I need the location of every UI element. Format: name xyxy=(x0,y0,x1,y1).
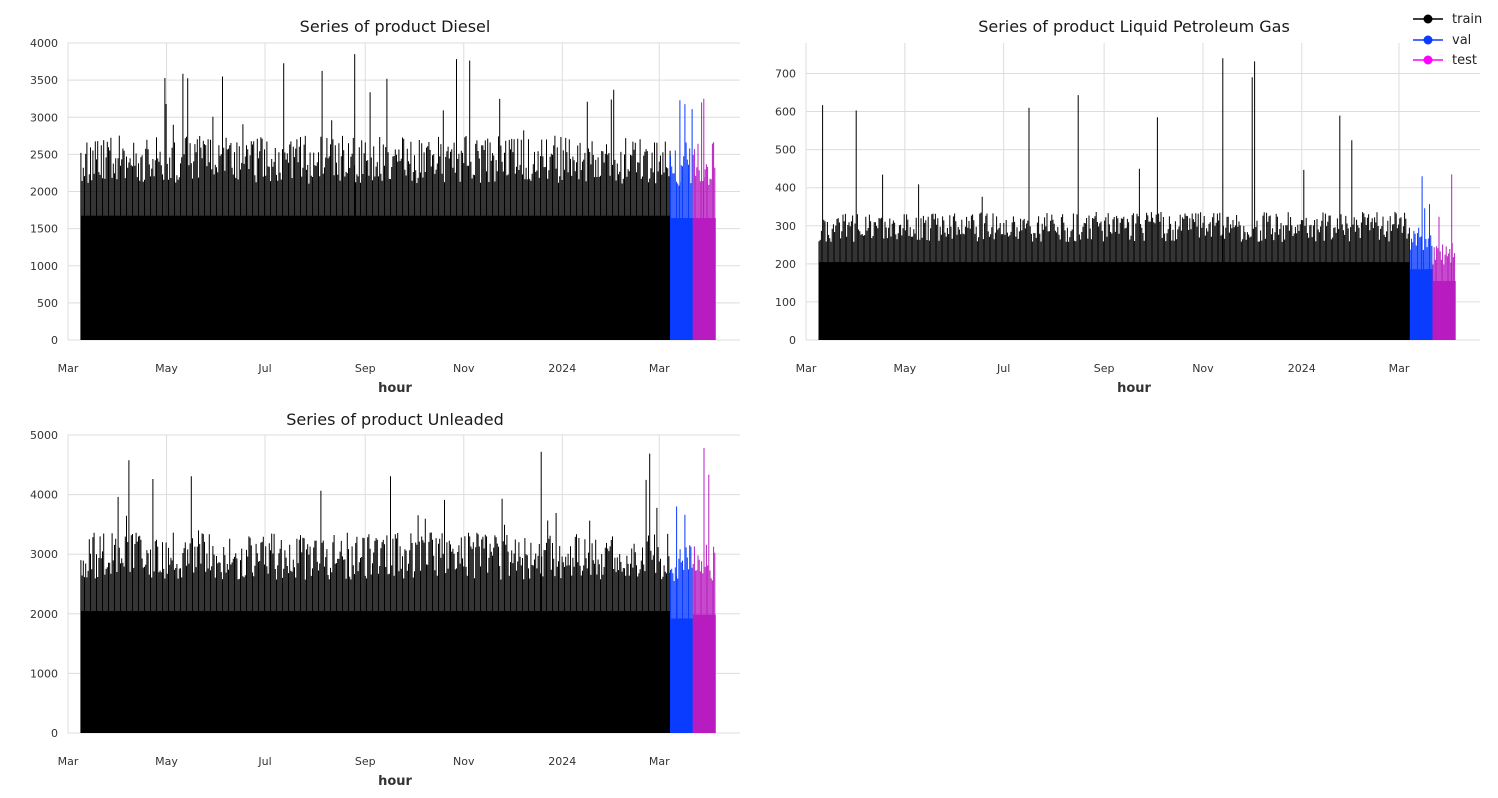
series-line-test xyxy=(692,448,716,733)
y-tick-label: 1500 xyxy=(30,223,58,236)
series-line-val xyxy=(670,100,693,340)
y-tick-label: 4000 xyxy=(30,489,58,502)
x-tick-label: May xyxy=(893,362,916,375)
x-axis-label-lpg: hour xyxy=(1117,381,1151,396)
series-line-val xyxy=(1409,176,1433,340)
chart-panel-2: 0 1000 2000 3000 4000 5000 Mar May Jul Sep Nov 2024… xyxy=(30,429,740,768)
y-tick-label: 3500 xyxy=(30,74,58,87)
x-tick-label: Mar xyxy=(1389,362,1410,375)
x-tick-label: 2024 xyxy=(1288,362,1316,375)
y-tick-label: 0 xyxy=(51,334,58,347)
y-tick-label: 600 xyxy=(775,106,796,119)
x-tick-label: Sep xyxy=(1094,362,1115,375)
y-tick-label: 2500 xyxy=(30,148,58,161)
y-tick-label: 3000 xyxy=(30,111,58,124)
legend-label-val: val xyxy=(1452,33,1471,48)
x-tick-label: Nov xyxy=(453,755,475,768)
legend-label-train: train xyxy=(1452,12,1482,27)
x-tick-label: Mar xyxy=(58,755,79,768)
y-tick-label: 1000 xyxy=(30,260,58,273)
x-tick-label: Jul xyxy=(996,362,1010,375)
y-tick-label: 200 xyxy=(775,258,796,271)
chart-title-unleaded: Series of product Unleaded xyxy=(286,410,504,429)
x-tick-label: May xyxy=(155,755,178,768)
series-line-test xyxy=(692,98,716,340)
x-tick-label: Mar xyxy=(649,755,670,768)
x-tick-label: Jul xyxy=(257,362,271,375)
y-tick-label: 500 xyxy=(775,144,796,157)
x-tick-label: Mar xyxy=(649,362,670,375)
series-line-train xyxy=(80,451,671,733)
series-line-test xyxy=(1432,174,1456,340)
legend-marker-val xyxy=(1423,35,1433,45)
x-tick-label: Nov xyxy=(453,362,475,375)
y-tick-label: 0 xyxy=(51,727,58,740)
y-tick-label: 5000 xyxy=(30,429,58,442)
y-tick-label: 2000 xyxy=(30,608,58,621)
chart-panel-0: 0 500 1000 1500 2000 2500 3000 3500 4000 Mar May Ju… xyxy=(30,37,740,375)
x-tick-label: Mar xyxy=(58,362,79,375)
y-tick-label: 1000 xyxy=(30,667,58,680)
x-tick-label: Mar xyxy=(796,362,817,375)
y-tick-label: 700 xyxy=(775,67,796,80)
series-line-train xyxy=(80,54,671,340)
x-tick-label: Jul xyxy=(257,755,271,768)
series-line-train xyxy=(818,58,1410,340)
x-tick-label: 2024 xyxy=(548,755,576,768)
y-tick-label: 500 xyxy=(37,297,58,310)
chart-title-diesel: Series of product Diesel xyxy=(300,17,491,36)
y-tick-label: 3000 xyxy=(30,548,58,561)
x-tick-label: Nov xyxy=(1192,362,1214,375)
legend-label-test: test xyxy=(1452,53,1477,68)
y-tick-label: 4000 xyxy=(30,37,58,50)
x-tick-label: May xyxy=(155,362,178,375)
y-tick-label: 400 xyxy=(775,182,796,195)
series-line-val xyxy=(670,506,693,733)
y-tick-label: 100 xyxy=(775,296,796,309)
chart-panel-1: 0 100 200 300 400 500 600 700 Mar May Jul Sep Nov 202… xyxy=(775,43,1480,375)
x-axis-label-diesel: hour xyxy=(378,381,412,396)
legend: train val test xyxy=(1413,12,1482,68)
y-tick-label: 2000 xyxy=(30,186,58,199)
legend-marker-train xyxy=(1423,14,1433,24)
x-tick-label: 2024 xyxy=(548,362,576,375)
y-tick-label: 300 xyxy=(775,220,796,233)
x-tick-label: Sep xyxy=(355,362,376,375)
x-axis-label-unleaded: hour xyxy=(378,774,412,789)
y-tick-label: 0 xyxy=(789,334,796,347)
x-tick-label: Sep xyxy=(355,755,376,768)
chart-title-lpg: Series of product Liquid Petroleum Gas xyxy=(978,17,1290,36)
legend-marker-test xyxy=(1423,55,1433,65)
